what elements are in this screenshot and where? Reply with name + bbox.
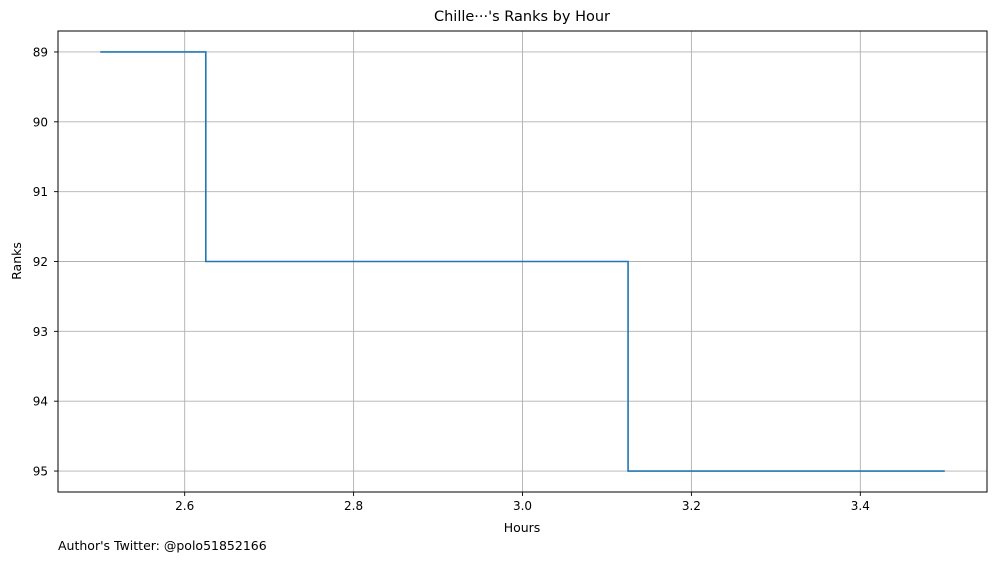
plot-area — [100, 51, 945, 472]
x-tick-label: 2.8 — [344, 499, 363, 513]
x-axis-label: Hours — [504, 520, 541, 535]
x-axis: 2.6 2.8 3.0 3.2 3.4 — [175, 492, 870, 513]
y-axis: 89 90 91 92 93 94 95 — [33, 45, 58, 479]
y-tick-label: 92 — [33, 255, 48, 269]
y-tick-label: 89 — [33, 45, 48, 59]
author-credit: Author's Twitter: @polo51852166 — [58, 538, 267, 553]
y-tick-label: 95 — [33, 465, 48, 479]
x-tick-label: 3.0 — [513, 499, 532, 513]
y-tick-label: 94 — [33, 395, 48, 409]
x-tick-label: 3.2 — [682, 499, 701, 513]
y-tick-label: 91 — [33, 185, 48, 199]
chart-title: Chille···'s Ranks by Hour — [434, 9, 610, 25]
x-tick-label: 3.4 — [851, 499, 870, 513]
y-tick-label: 90 — [33, 115, 48, 129]
y-tick-label: 93 — [33, 325, 48, 339]
rank-series-line — [100, 51, 945, 472]
y-axis-label: Ranks — [9, 242, 24, 280]
x-tick-label: 2.6 — [175, 499, 194, 513]
